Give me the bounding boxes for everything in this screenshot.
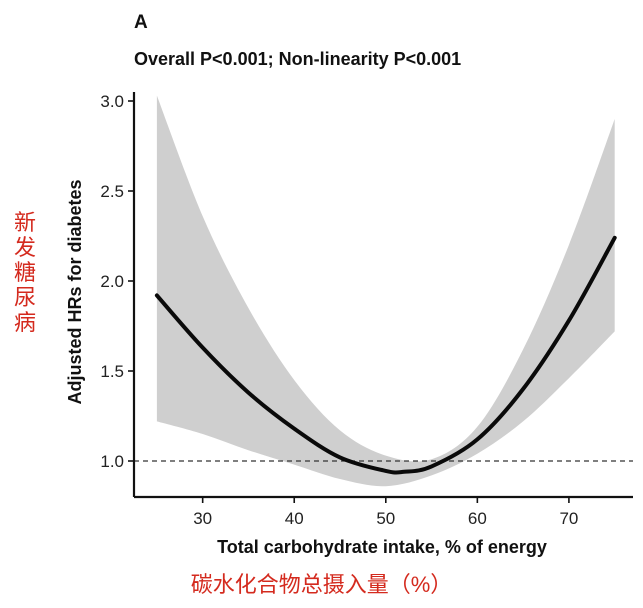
y-tick-label: 3.0 xyxy=(100,92,124,111)
cn-x-annotation: 碳水化合物总摄入量（%） xyxy=(190,572,453,597)
y-axis-label: Adjusted HRs for diabetes xyxy=(65,179,85,404)
y-tick-label: 2.0 xyxy=(100,272,124,291)
x-tick-label: 70 xyxy=(559,509,578,528)
hr-curve-line xyxy=(154,235,617,475)
cn-y-char: 发 xyxy=(13,235,36,260)
y-tick-label: 1.0 xyxy=(100,452,124,471)
x-tick-label: 40 xyxy=(285,509,304,528)
confidence-band xyxy=(156,95,615,487)
y-ticks: 1.0 1.5 2.0 2.5 3.0 xyxy=(100,92,134,471)
cn-y-char: 病 xyxy=(13,310,36,335)
cn-y-char: 新 xyxy=(13,210,36,235)
panel-label: A xyxy=(134,12,148,33)
cn-y-annotation: 新 发 糖 尿 病 xyxy=(10,210,40,335)
x-axis-label: Total carbohydrate intake, % of energy xyxy=(217,537,547,557)
y-tick-label: 1.5 xyxy=(100,362,124,381)
y-tick-label: 2.5 xyxy=(100,182,124,201)
x-ticks: 30 40 50 60 70 xyxy=(193,497,578,528)
x-tick-label: 30 xyxy=(193,509,212,528)
cn-y-char: 糖 xyxy=(13,260,36,285)
cn-y-char: 尿 xyxy=(13,285,36,310)
x-tick-label: 50 xyxy=(376,509,395,528)
chart-subtitle: Overall P<0.001; Non-linearity P<0.001 xyxy=(134,49,462,69)
x-tick-label: 60 xyxy=(468,509,487,528)
